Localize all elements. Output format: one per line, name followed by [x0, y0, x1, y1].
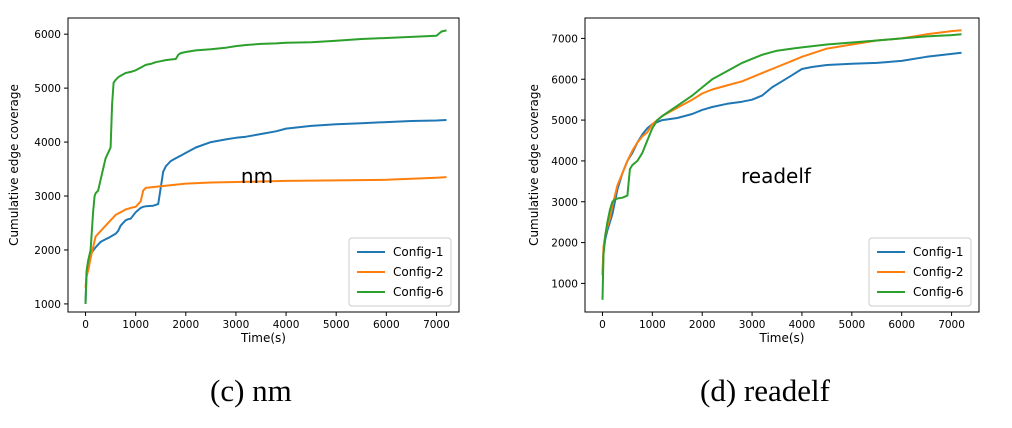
chart-readelf: 0 1000 2000 3000 4000 5000 6000 7000 1000 2000 300…: [527, 17, 980, 345]
legend-box: [868, 237, 972, 307]
y-tick-label: 6000: [34, 29, 61, 41]
series-lines: [84, 29, 447, 304]
x-tick-label: 2000: [172, 319, 199, 331]
legend-box: [348, 237, 452, 307]
y-tick-label: 5000: [34, 83, 61, 95]
y-tick-label: 1000: [551, 278, 578, 290]
y-tick-label: 2000: [34, 245, 61, 257]
legend: Config-1 Config-2 Config-6: [348, 237, 452, 307]
caption-nm: (c) nm: [210, 373, 292, 408]
y-tick-label: 1000: [34, 299, 61, 311]
y-tick-label: 5000: [551, 115, 578, 127]
x-tick-label: 6000: [373, 319, 400, 331]
chart-nm: 0 1000 2000 3000 4000 5000 6000 7000 1000 2000 300…: [7, 17, 460, 345]
x-tick-label: 7000: [423, 319, 450, 331]
x-tick-label: 1000: [639, 319, 666, 331]
x-tick-label: 3000: [739, 319, 766, 331]
series-line-config-6: [84, 29, 447, 304]
x-tick-label: 0: [82, 319, 89, 331]
legend-label-config-2: Config-2: [913, 265, 963, 279]
x-tick-label: 3000: [223, 319, 250, 331]
plot-frame: [584, 17, 980, 313]
y-axis-label: Cumulative edge coverage: [527, 84, 541, 246]
x-axis: 0 1000 2000 3000 4000 5000 6000 7000: [82, 312, 450, 331]
x-axis: 0 1000 2000 3000 4000 5000 6000 7000: [599, 312, 965, 331]
x-tick-label: 0: [599, 319, 606, 331]
x-tick-label: 1000: [122, 319, 149, 331]
y-tick-label: 7000: [551, 33, 578, 45]
x-tick-label: 7000: [938, 319, 965, 331]
legend-label-config-1: Config-1: [393, 245, 443, 259]
legend-label-config-6: Config-6: [393, 285, 443, 299]
series-lines: [601, 29, 962, 300]
y-tick-label: 2000: [551, 238, 578, 250]
x-tick-label: 2000: [689, 319, 716, 331]
y-tick-label: 4000: [551, 156, 578, 168]
y-tick-label: 3000: [34, 191, 61, 203]
series-line-config-1: [84, 119, 447, 304]
y-tick-label: 4000: [34, 137, 61, 149]
x-tick-label: 5000: [323, 319, 350, 331]
caption-readelf: (d) readelf: [700, 373, 830, 408]
plot-annotation: readelf: [741, 164, 812, 188]
x-tick-label: 4000: [273, 319, 300, 331]
y-axis: 1000 2000 3000 4000 5000 6000 7000: [551, 33, 585, 290]
x-tick-label: 4000: [789, 319, 816, 331]
legend: Config-1 Config-2 Config-6: [868, 237, 972, 307]
x-tick-label: 6000: [888, 319, 915, 331]
legend-label-config-1: Config-1: [913, 245, 963, 259]
x-tick-label: 5000: [838, 319, 865, 331]
y-tick-label: 3000: [551, 197, 578, 209]
y-tick-label: 6000: [551, 74, 578, 86]
legend-label-config-2: Config-2: [393, 265, 443, 279]
series-line-config-2: [84, 176, 447, 288]
series-line-config-1: [601, 51, 962, 276]
legend-label-config-6: Config-6: [913, 285, 963, 299]
plot-annotation: nm: [241, 164, 273, 188]
x-axis-label: Time(s): [759, 331, 805, 345]
y-axis: 1000 2000 3000 4000 5000 6000: [34, 29, 68, 311]
series-line-config-6: [601, 33, 962, 300]
x-axis-label: Time(s): [240, 331, 286, 345]
series-line-config-2: [601, 29, 962, 276]
plot-frame: [67, 17, 460, 313]
y-axis-label: Cumulative edge coverage: [7, 84, 21, 246]
